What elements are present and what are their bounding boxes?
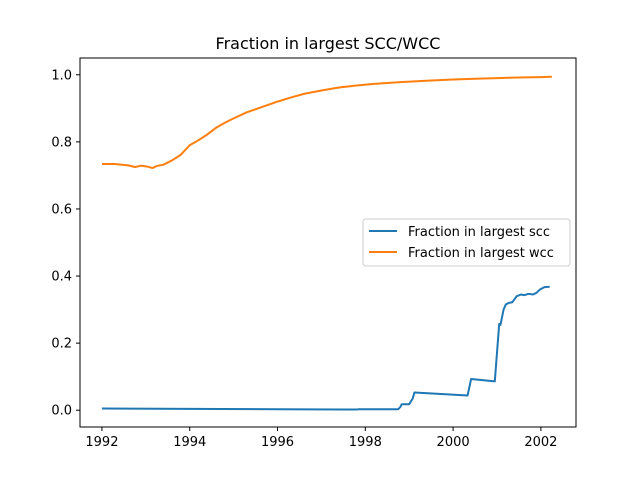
legend-box xyxy=(362,218,571,267)
y-tick-label: 0.8 xyxy=(51,135,72,150)
y-axis-ticks: 0.0 0.2 0.4 0.6 0.8 1.0 xyxy=(51,68,80,419)
x-tick-label: 2002 xyxy=(524,435,557,450)
x-axis-ticks: 1992 1994 1996 1998 2000 2002 xyxy=(85,427,557,450)
x-tick-label: 1994 xyxy=(173,435,206,450)
legend: Fraction in largest scc Fraction in larg… xyxy=(362,218,571,267)
y-tick-label: 0.6 xyxy=(51,202,72,217)
y-tick-label: 0.2 xyxy=(51,337,72,352)
y-tick-label: 1.0 xyxy=(51,68,72,83)
plot-frame xyxy=(79,57,577,428)
x-tick-label: 1998 xyxy=(349,435,382,450)
x-tick-label: 1996 xyxy=(261,435,294,450)
legend-label-wcc: Fraction in largest wcc xyxy=(408,246,554,261)
x-tick-label: 1992 xyxy=(85,435,118,450)
y-tick-label: 0.0 xyxy=(51,404,72,419)
series-layer xyxy=(101,75,552,411)
x-tick-label: 2000 xyxy=(437,435,470,450)
series-line-wcc xyxy=(101,75,552,170)
series-line-scc xyxy=(101,285,550,411)
legend-label-scc: Fraction in largest scc xyxy=(408,225,550,240)
chart-title: Fraction in largest SCC/WCC xyxy=(216,34,441,53)
y-tick-label: 0.4 xyxy=(51,270,72,285)
